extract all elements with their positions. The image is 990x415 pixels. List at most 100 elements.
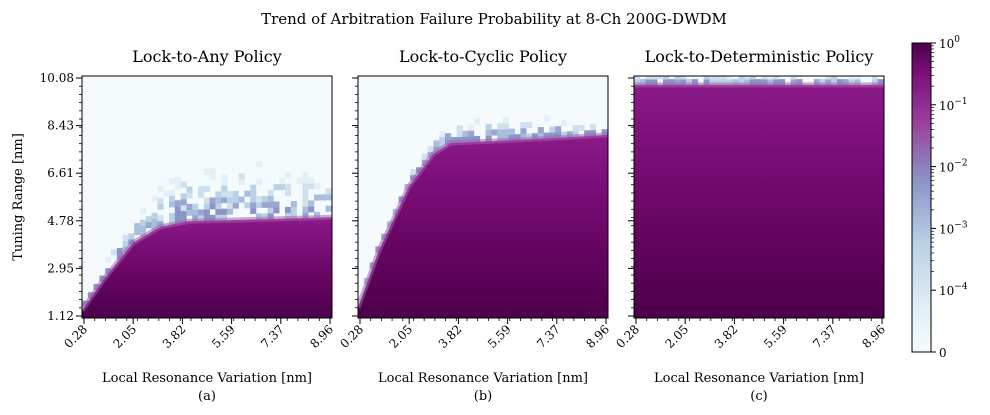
fringe-cell [256, 178, 263, 185]
fringe-cell [163, 190, 170, 197]
fringe-cell [314, 182, 321, 190]
fringe-cell [169, 189, 176, 196]
fringe-cell [813, 79, 820, 86]
heatmap-panel-1: Lock-to-Any Policy 0.28 2.05 3.82 5.59 7.37 8.… [11, 47, 336, 404]
fringe-cell [180, 210, 187, 217]
fringe-cell [744, 79, 751, 86]
failure-region [634, 84, 884, 318]
fringe-cell [261, 195, 268, 203]
heatmap-panel-2: Lock-to-Cyclic Policy 0.28 2.05 3.82 5.59 7.3… [337, 47, 612, 404]
panel-title: Lock-to-Deterministic Policy [645, 47, 874, 66]
fringe-cell [273, 184, 280, 191]
fringe-cell [267, 207, 274, 214]
fringe-cell [140, 225, 147, 232]
fringe-cell [215, 208, 222, 215]
panel-title: Lock-to-Cyclic Policy [399, 47, 567, 66]
fringe-cell [796, 79, 803, 86]
x-axis-label: Local Resonance Variation [nm] [654, 371, 864, 386]
transition-edge [82, 214, 332, 312]
fringe-cell [773, 76, 780, 80]
x-tick-label: 8.96 [307, 322, 336, 351]
fringe-cell [468, 136, 475, 143]
fringe-cell [221, 214, 228, 221]
fringe-cell [140, 208, 147, 215]
fringe-cell [180, 193, 187, 200]
fringe-cell [169, 201, 176, 208]
fringe-cell [456, 130, 463, 138]
y-axis-label: Tuning Range [nm] [11, 133, 26, 261]
fringe-cell [209, 214, 216, 221]
fringe-cell [721, 79, 728, 86]
fringe-cell [302, 177, 309, 184]
fringe-cell [180, 216, 187, 223]
fringe-cell [474, 136, 481, 143]
fringe-cell [203, 168, 210, 175]
fringe-cell [273, 207, 280, 214]
x-tick-label: 2.05 [111, 322, 140, 351]
fringe-cell [319, 194, 326, 201]
fringe-cell [290, 206, 297, 213]
fringe-cell [485, 129, 492, 136]
fringe-cell [439, 130, 446, 138]
fringe-cell [520, 133, 527, 140]
fringe-cell [549, 132, 556, 139]
fringe-cell [232, 196, 239, 203]
fringe-cell [256, 201, 263, 209]
fringe-cell [520, 128, 527, 135]
fringe-cell [462, 130, 469, 137]
fringe-cell [169, 195, 176, 202]
colorbar-tick-label: 10−2 [939, 159, 968, 175]
y-tick-label: 2.95 [47, 261, 74, 275]
fringe-cell [820, 68, 826, 74]
fringe-cell [203, 197, 210, 204]
fringe-cell [651, 79, 658, 86]
panel-title: Lock-to-Any Policy [132, 47, 281, 66]
fringe-cell [732, 79, 739, 86]
y-tick-label: 1.12 [47, 309, 74, 323]
plot-frame [633, 75, 885, 319]
x-tick-label: 0.28 [337, 322, 366, 351]
fringe-cell [485, 135, 492, 142]
fringe-cell [572, 130, 579, 138]
fringe-cell [456, 125, 463, 132]
fringe-cell [767, 76, 774, 80]
fringe-cell [767, 79, 774, 86]
fringe-cell [290, 212, 297, 219]
fringe-cell [174, 211, 181, 218]
fringe-cell [134, 223, 141, 230]
colorbar-tick-label: 100 [939, 35, 960, 51]
fringe-cell [590, 129, 597, 137]
fringe-cell [221, 208, 228, 215]
fringe-cell [468, 130, 475, 137]
fringe-cell [837, 79, 844, 86]
fringe-cell [122, 240, 129, 247]
fringe-cell [561, 131, 568, 138]
fringe-cell [157, 186, 164, 193]
fringe-cell [285, 189, 292, 196]
colorbar-tick-label: 10−4 [939, 282, 968, 298]
fringe-cell [308, 177, 315, 184]
fringe-cell [227, 196, 234, 204]
fringe-cell [285, 212, 292, 219]
fringe-cell [285, 183, 292, 190]
fringe-cell [703, 79, 710, 86]
fringe-cell [221, 173, 228, 180]
fringe-cell [802, 68, 808, 74]
fringe-cell [825, 76, 832, 80]
fringe-cell [180, 199, 187, 206]
fringe-cell [308, 200, 315, 207]
failure-region [82, 217, 332, 318]
fringe-cell [198, 215, 205, 222]
fringe-cell [192, 215, 199, 222]
fringe-cell [244, 190, 251, 197]
y-tick-label: 6.61 [47, 166, 74, 180]
fringe-cell [308, 183, 315, 190]
fringe-cell [232, 190, 239, 198]
x-tick-label: 8.96 [859, 322, 888, 351]
fringe-cell [645, 76, 652, 80]
fringe-cell [651, 76, 658, 80]
fringe-cell [325, 188, 332, 195]
fringe-cell [221, 185, 228, 192]
fringe-cell [198, 209, 205, 216]
fringe-cell [215, 214, 222, 221]
